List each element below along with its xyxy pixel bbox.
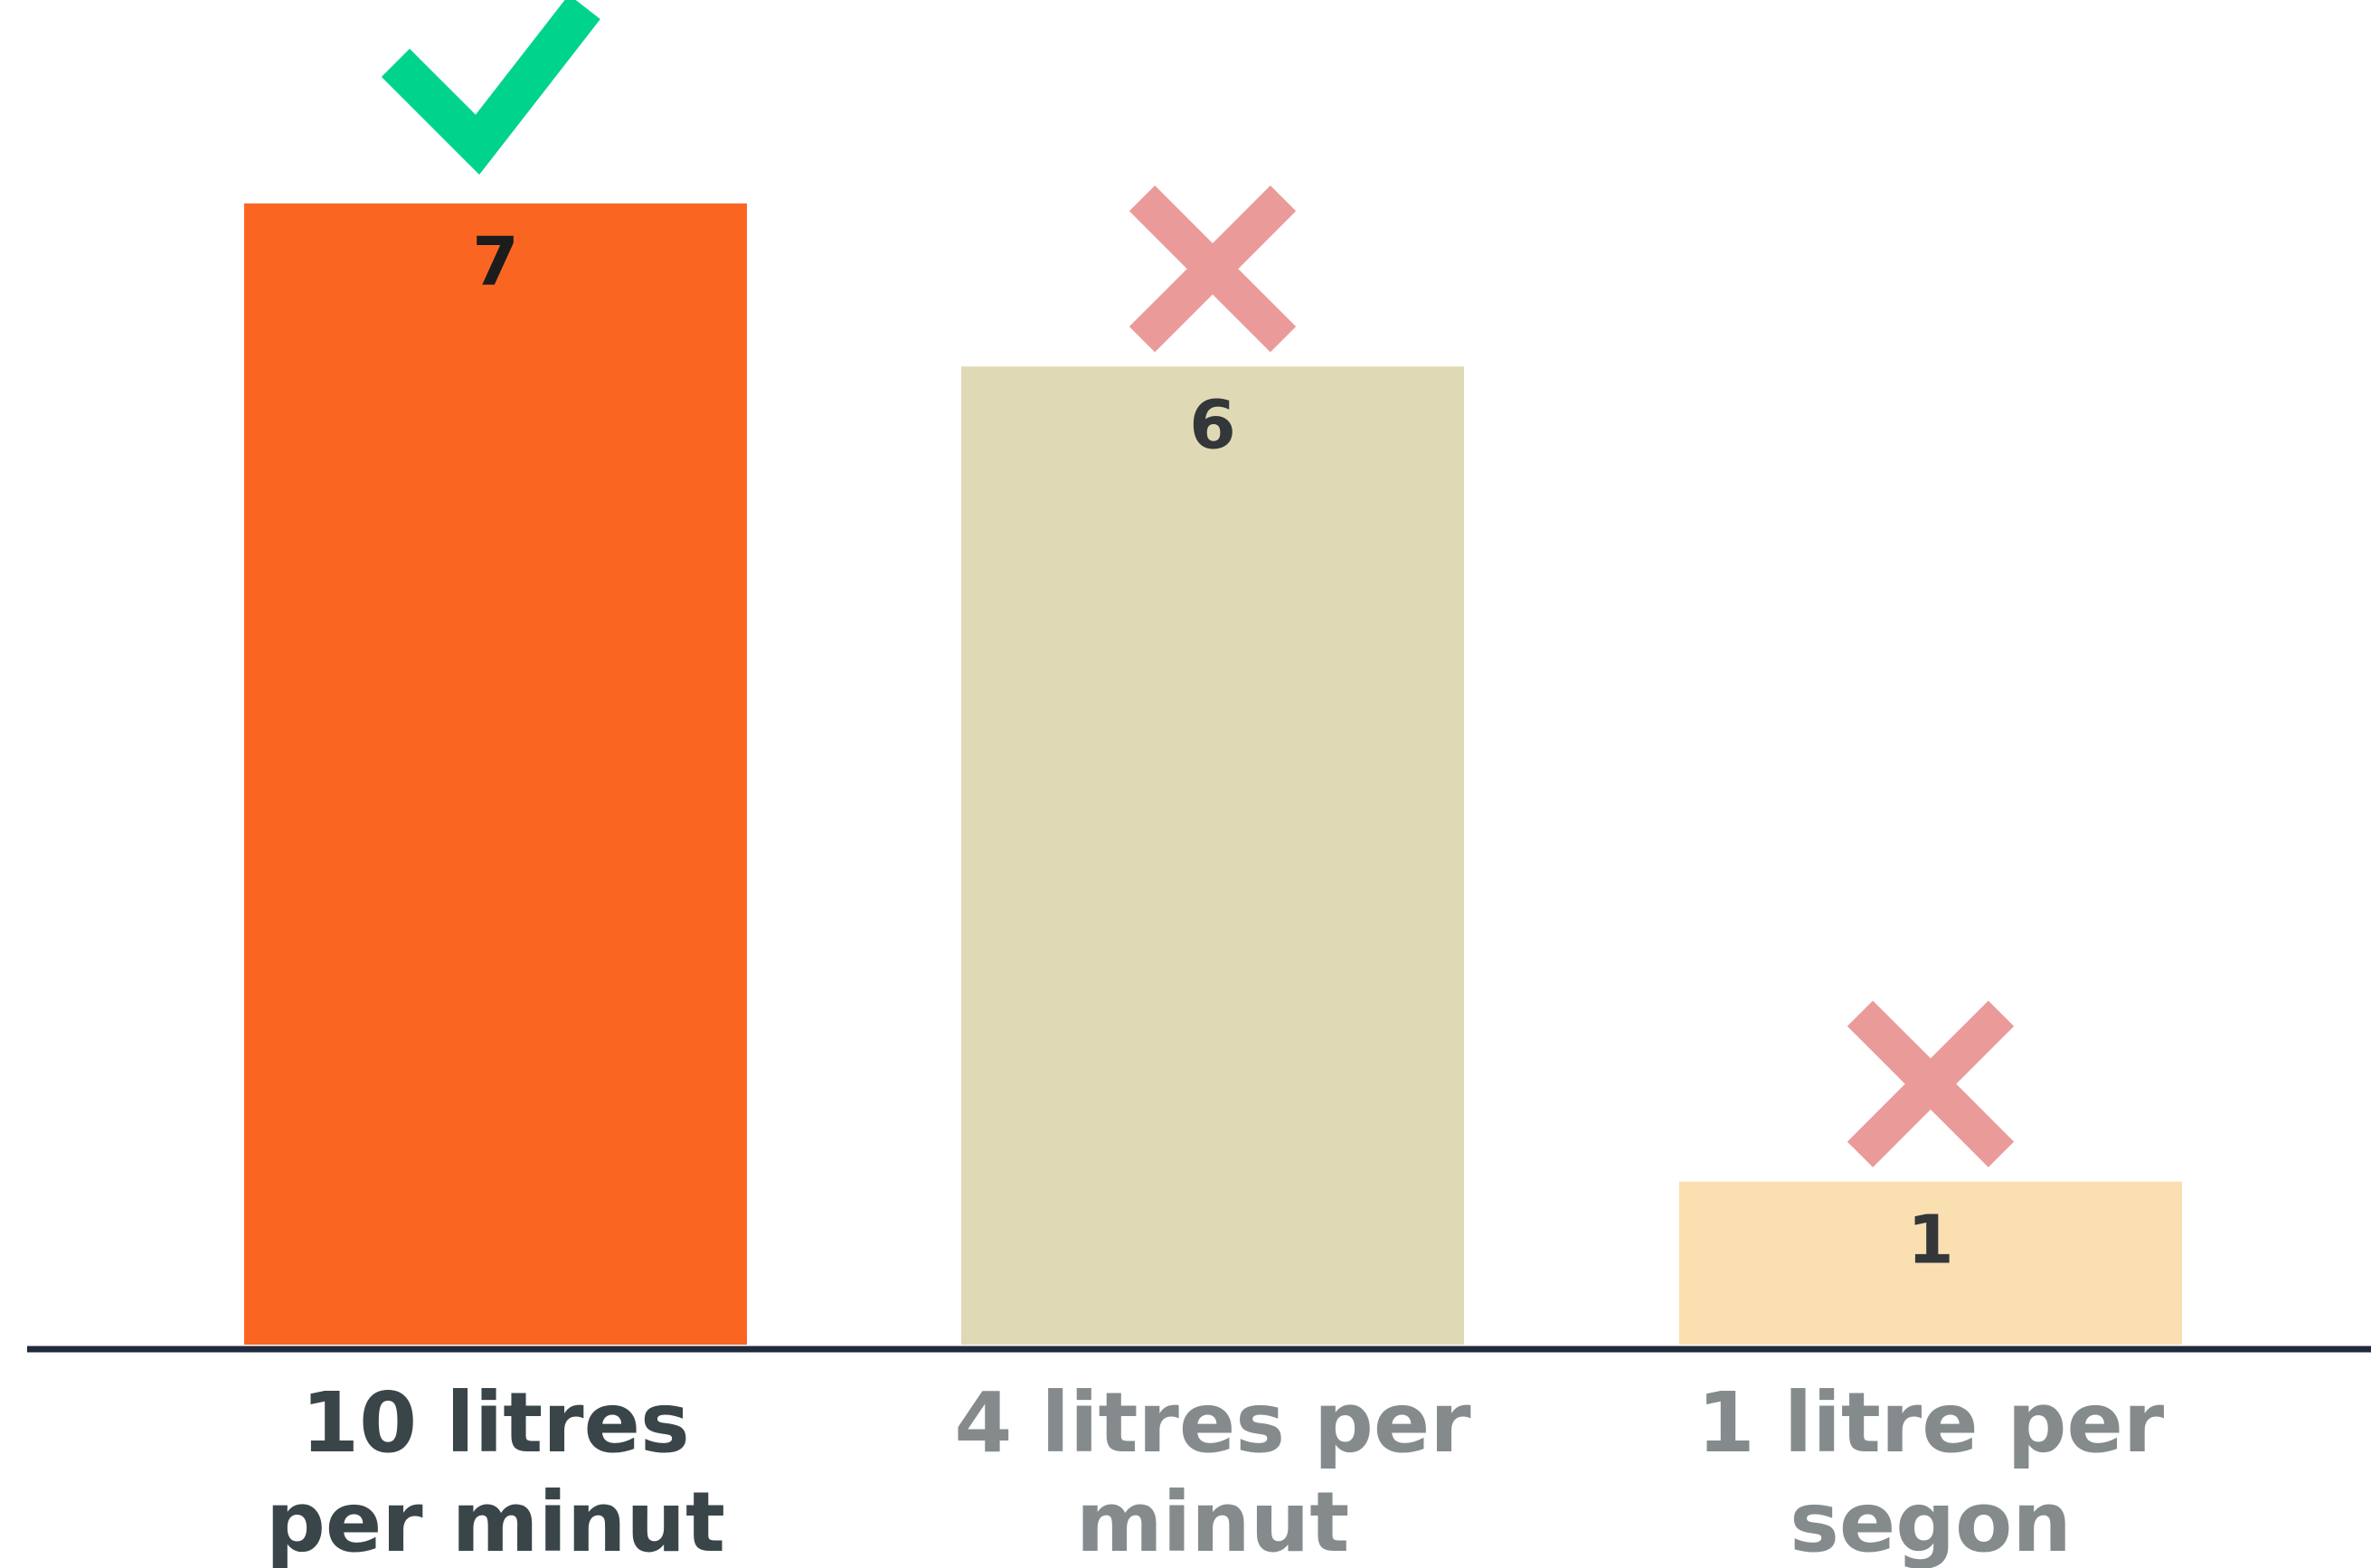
category-label-1-line-2: per minut xyxy=(266,1474,725,1568)
check-icon xyxy=(381,0,600,175)
category-label-2-line-2: minut xyxy=(1076,1474,1349,1568)
bar-value-label-2: 6 xyxy=(1189,386,1236,464)
category-label-3-line-1: 1 litre per xyxy=(1697,1374,2165,1471)
cross-icon xyxy=(1847,1000,2015,1167)
bar-value-label-1: 7 xyxy=(472,223,519,301)
category-label-3-line-2: segon xyxy=(1790,1474,2072,1568)
category-label-1-line-1: 10 litres xyxy=(301,1374,690,1471)
category-label-2-line-1: 4 litres per xyxy=(954,1374,1471,1471)
cross-icon xyxy=(1129,185,1297,353)
markers-group xyxy=(381,0,2015,1167)
value-labels-group: 7 6 1 xyxy=(472,223,1954,1280)
bar-2 xyxy=(961,366,1464,1346)
bar-value-label-3: 1 xyxy=(1907,1202,1954,1280)
bars-group xyxy=(244,203,2182,1346)
bar-1 xyxy=(244,203,747,1345)
bar-3 xyxy=(1679,1181,2182,1345)
